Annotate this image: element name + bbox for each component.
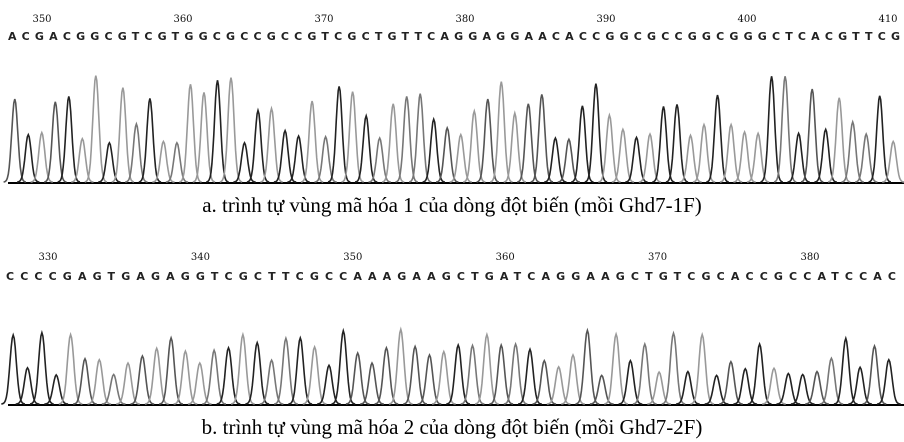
trace-peak — [848, 367, 872, 404]
sequence: ACGACGGCGTCGTGGCGCCGCCGTCGCTGTTCAGGAGGAA… — [8, 30, 900, 43]
trace-peak — [662, 333, 686, 404]
position-label: 350 — [343, 252, 362, 263]
figure: a. trình tự vùng mã hóa 1 của dòng đột b… — [0, 0, 904, 442]
position-label: 390 — [596, 14, 615, 25]
trace-peak — [1, 335, 25, 404]
position-label: 400 — [737, 14, 756, 25]
position-label: 380 — [455, 14, 474, 25]
sequence: CCCCGAGTGAGAGGTCGCTTCGCCAAAGAAGCTGATCAGG… — [6, 270, 896, 283]
position-label: 370 — [314, 14, 333, 25]
caption: b. trình tự vùng mã hóa 2 của dòng đột b… — [202, 415, 703, 439]
trace-peak — [869, 96, 891, 182]
caption: a. trình tự vùng mã hóa 1 của dòng đột b… — [202, 193, 702, 217]
position-label: 360 — [496, 252, 515, 263]
position-label: 350 — [32, 14, 51, 25]
position-label: 370 — [648, 252, 667, 263]
trace-peak — [85, 76, 107, 182]
trace-peak — [30, 333, 54, 404]
position-label: 410 — [878, 14, 897, 25]
position-label: 360 — [173, 14, 192, 25]
position-label: 380 — [800, 252, 819, 263]
position-label: 330 — [38, 252, 57, 263]
position-label: 340 — [191, 252, 210, 263]
trace-peak — [690, 335, 714, 404]
